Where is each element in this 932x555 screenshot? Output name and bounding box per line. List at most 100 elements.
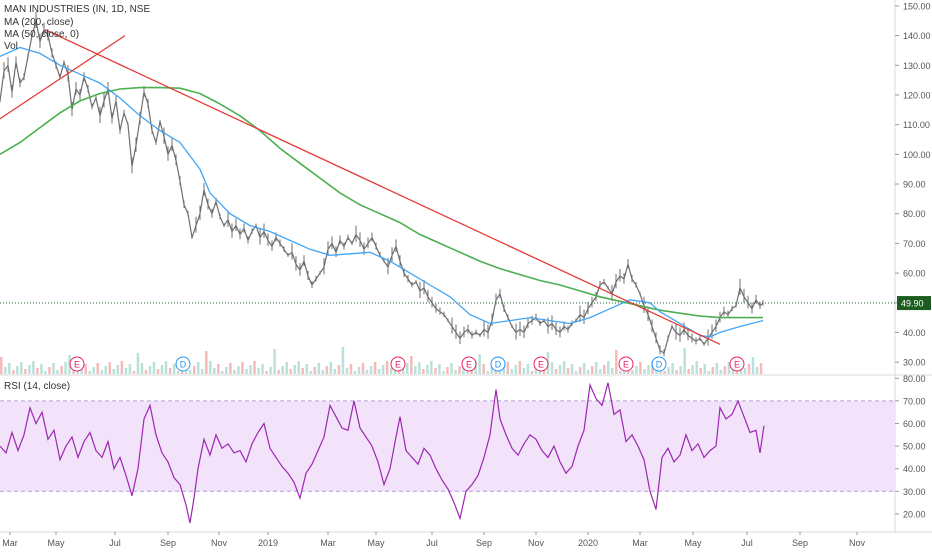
volume-bar xyxy=(631,370,634,374)
volume-bar xyxy=(297,361,300,374)
volume-bar xyxy=(56,370,59,374)
volume-bar xyxy=(458,366,461,374)
volume-bar xyxy=(619,371,622,374)
volume-bar xyxy=(723,366,727,374)
volume-bar xyxy=(719,370,723,374)
volume-bar xyxy=(40,364,43,374)
time-tick-label: Mar xyxy=(632,538,648,548)
time-tick-label: 2019 xyxy=(258,538,278,548)
volume-bar xyxy=(711,367,715,374)
rsi-tick-label: 30.00 xyxy=(903,487,926,497)
volume-bar xyxy=(498,370,501,374)
volume-bar xyxy=(675,370,678,374)
volume-bar xyxy=(691,365,694,374)
rsi-band xyxy=(0,400,895,492)
legend-ma-50[interactable]: MA (50, close, 0) xyxy=(4,29,80,40)
volume-bar xyxy=(4,367,7,374)
time-tick-label: Jul xyxy=(109,538,121,548)
volume-bar xyxy=(743,368,747,374)
volume-bar xyxy=(245,369,248,374)
rsi-tick-label: 60.00 xyxy=(903,419,926,429)
volume-bar xyxy=(144,370,148,374)
price-tick-label: 80.00 xyxy=(903,209,926,219)
time-tick-label: Sep xyxy=(160,538,176,548)
volume-bar xyxy=(104,366,108,374)
volume-bar xyxy=(514,365,518,374)
rsi-tick-label: 70.00 xyxy=(903,396,926,406)
volume-bar xyxy=(554,369,558,374)
volume-bar xyxy=(84,364,87,374)
volume-bar xyxy=(639,362,642,374)
volume-bar xyxy=(695,361,698,374)
volume-bar xyxy=(16,366,19,374)
volume-bar xyxy=(213,368,216,374)
volume-bar xyxy=(663,371,666,374)
volume-bar xyxy=(88,371,91,374)
time-tick-label: May xyxy=(47,538,65,548)
volume-bar xyxy=(502,366,505,374)
event-marker xyxy=(618,356,634,372)
volume-bar xyxy=(100,370,103,374)
volume-bar xyxy=(486,371,489,374)
price-tick-label: 100.00 xyxy=(903,150,931,160)
volume-bar xyxy=(369,366,373,374)
volume-bar xyxy=(438,364,441,374)
volume-bar xyxy=(140,363,144,374)
volume-bar xyxy=(333,369,337,374)
volume-bar xyxy=(582,363,586,374)
volume-bar xyxy=(285,362,288,374)
volume-bar xyxy=(422,369,425,374)
rsi-line xyxy=(0,382,765,524)
price-tick-label: 90.00 xyxy=(903,180,926,190)
legend-volume[interactable]: Vol xyxy=(4,41,18,52)
volume-bar xyxy=(257,368,260,374)
volume-bar xyxy=(28,365,31,374)
volume-bar xyxy=(201,369,204,374)
volume-bar xyxy=(136,353,140,374)
volume-bar xyxy=(603,365,606,374)
volume-bar xyxy=(96,363,99,374)
volume-bar xyxy=(168,368,172,374)
volume-bar xyxy=(293,365,296,374)
volume-bar xyxy=(747,364,751,374)
volume-bar xyxy=(615,350,618,374)
volume-bar xyxy=(289,369,292,374)
volume-bar xyxy=(52,363,55,374)
volume-bar xyxy=(209,361,212,374)
volume-bar xyxy=(325,366,329,374)
volume-bar xyxy=(253,361,256,374)
volume-bar xyxy=(192,366,196,374)
legend-rsi[interactable]: RSI (14, close) xyxy=(4,381,71,392)
volume-bar xyxy=(406,363,409,374)
symbol-title: MAN INDUSTRIES (IN, 1D, NSE xyxy=(4,4,151,15)
legend-ma-200[interactable]: MA (200, close) xyxy=(4,17,74,28)
volume-bar xyxy=(534,367,538,374)
volume-bar xyxy=(148,366,152,374)
volume-bar xyxy=(506,362,510,374)
price-tick-label: 110.00 xyxy=(903,120,930,130)
volume-bar xyxy=(12,370,15,374)
event-label: D xyxy=(495,360,502,370)
ma-50-line xyxy=(0,46,764,338)
event-marker xyxy=(390,356,406,372)
time-tick-label: Jul xyxy=(741,538,753,548)
volume-bar xyxy=(249,365,252,374)
volume-bar xyxy=(687,369,690,374)
trendline xyxy=(44,29,721,345)
volume-bar xyxy=(570,364,574,374)
volume-bar xyxy=(389,368,393,374)
volume-bar xyxy=(233,370,236,374)
event-label: E xyxy=(734,360,740,370)
volume-bar xyxy=(229,363,232,374)
time-tick-label: Sep xyxy=(792,538,808,548)
volume-bar xyxy=(377,369,381,374)
volume-bar xyxy=(341,347,345,374)
volume-bar xyxy=(156,369,160,374)
volume-bar xyxy=(373,362,377,374)
price-tick-label: 130.00 xyxy=(903,61,931,71)
event-label: E xyxy=(466,360,472,370)
volume-bar xyxy=(426,365,429,374)
volume-bar xyxy=(397,371,401,374)
